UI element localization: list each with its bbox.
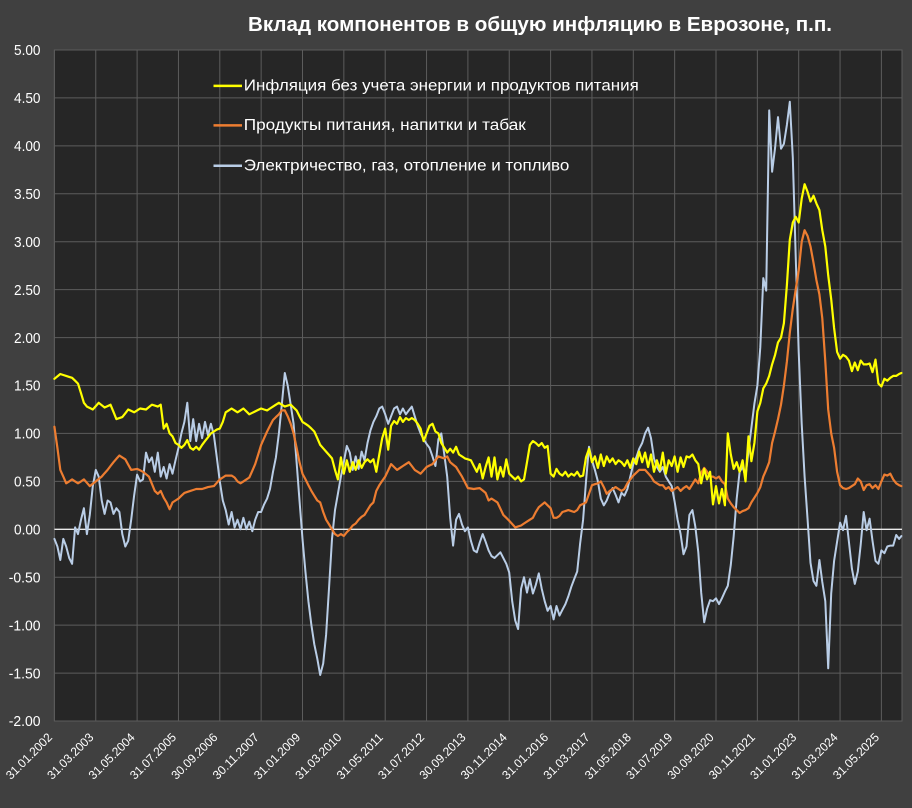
- svg-text:3.50: 3.50: [14, 187, 41, 203]
- svg-text:1.00: 1.00: [14, 427, 41, 443]
- svg-text:-2.00: -2.00: [9, 714, 41, 730]
- svg-text:3.00: 3.00: [14, 235, 41, 251]
- svg-text:Вклад компонентов в общую инфл: Вклад компонентов в общую инфляцию в Евр…: [248, 13, 832, 36]
- svg-text:-1.50: -1.50: [9, 666, 41, 682]
- svg-text:-1.00: -1.00: [9, 618, 41, 634]
- svg-text:4.00: 4.00: [14, 139, 41, 155]
- svg-text:Продукты питания, напитки и та: Продукты питания, напитки и табак: [244, 117, 526, 134]
- svg-text:2.50: 2.50: [14, 283, 41, 299]
- svg-text:-0.50: -0.50: [9, 570, 41, 586]
- svg-text:4.50: 4.50: [14, 91, 41, 107]
- svg-text:Инфляция без учета энергии и п: Инфляция без учета энергии и продуктов п…: [244, 78, 639, 95]
- svg-text:0.00: 0.00: [14, 522, 41, 538]
- svg-text:1.50: 1.50: [14, 379, 41, 395]
- svg-text:Электричество, газ, отопление: Электричество, газ, отопление и топливо: [244, 158, 570, 175]
- svg-text:5.00: 5.00: [14, 43, 41, 59]
- svg-text:0.50: 0.50: [14, 475, 41, 491]
- svg-text:2.00: 2.00: [14, 331, 41, 347]
